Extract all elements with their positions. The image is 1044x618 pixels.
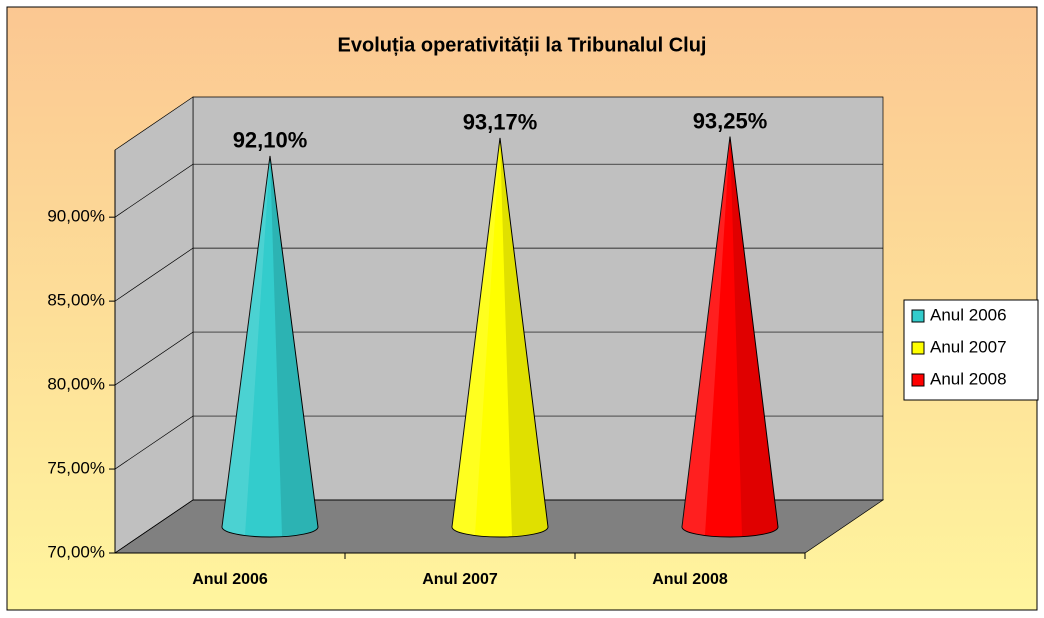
data-label: 93,25%	[693, 108, 768, 133]
grid-line	[114, 247, 883, 302]
legend-swatch	[911, 341, 925, 355]
grid-line	[114, 331, 883, 386]
legend-swatch	[911, 373, 925, 387]
cone	[681, 136, 779, 538]
cone-highlight	[452, 137, 500, 536]
data-label: 93,17%	[463, 110, 538, 135]
cone	[451, 137, 549, 538]
legend-swatch	[911, 309, 925, 323]
y-tick-label: 85,00%	[47, 291, 105, 310]
y-tick-label: 80,00%	[47, 375, 105, 394]
legend-label: Anul 2006	[930, 305, 1007, 324]
grid-line	[114, 499, 883, 554]
side-wall	[114, 96, 194, 554]
legend-label: Anul 2007	[930, 337, 1007, 356]
cone-shadow	[500, 137, 548, 537]
grid-line	[114, 415, 883, 470]
x-tick-label: Anul 2008	[652, 571, 728, 588]
cone-shadow	[730, 136, 778, 536]
x-tick-label: Anul 2007	[422, 571, 498, 588]
cone-highlight	[222, 155, 270, 535]
y-tick-label: 70,00%	[47, 542, 105, 561]
chart-title: Evoluția operativității la Tribunalul Cl…	[338, 34, 707, 56]
cone	[221, 155, 319, 538]
legend	[903, 299, 1039, 401]
x-tick-label: Anul 2006	[192, 571, 268, 588]
grid-line	[114, 163, 883, 218]
cone-shadow	[270, 155, 318, 536]
legend-label: Anul 2008	[930, 369, 1007, 388]
data-label: 92,10%	[233, 128, 308, 153]
y-tick-label: 90,00%	[47, 207, 105, 226]
y-tick-label: 75,00%	[47, 459, 105, 478]
cone-highlight	[682, 136, 730, 535]
